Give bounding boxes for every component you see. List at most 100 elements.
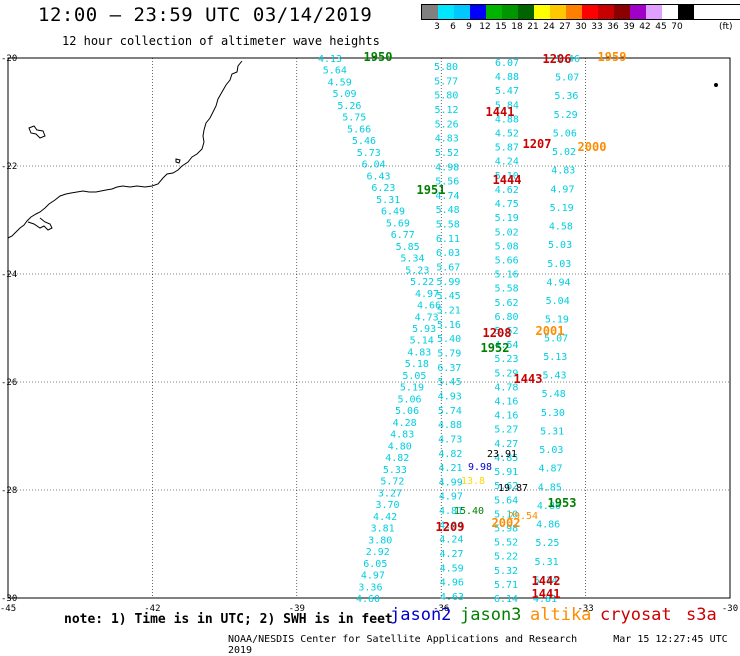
swh-value: 5.62 <box>495 298 519 309</box>
swh-value: 4.81 <box>439 506 463 517</box>
value-9-98: 9.98 <box>468 462 492 473</box>
swh-value: 4.52 <box>495 129 519 140</box>
time-2000: 2000 <box>578 140 607 154</box>
swh-value: 5.26 <box>337 101 361 112</box>
value-15-40: 15.40 <box>454 506 484 517</box>
time-2002: 2002 <box>492 516 521 530</box>
lon-axis-label: -30 <box>722 604 738 614</box>
island-dot <box>714 83 718 87</box>
swh-value: 5.19 <box>550 203 574 214</box>
swh-value: 5.56 <box>435 177 459 188</box>
swh-value: 4.81 <box>533 594 557 605</box>
time-1951: 1951 <box>417 183 446 197</box>
scale-tick-label: 9 <box>466 22 472 32</box>
swh-value: 6.80 <box>494 312 518 323</box>
scale-tick-label: 30 <box>575 22 587 32</box>
scale-cell <box>454 5 470 19</box>
swh-value: 5.85 <box>396 242 420 253</box>
axis-labels: -45 -42 -39 -36 -33 -30 -20 -22 -24 -26 -28 -30 <box>0 54 738 614</box>
swh-value: 5.99 <box>436 277 460 288</box>
swh-value: 5.45 <box>438 377 462 388</box>
lat-axis-label: -22 <box>1 162 17 172</box>
swh-value: 4.98 <box>435 162 459 173</box>
swh-value: 5.71 <box>494 580 518 591</box>
scale-cell <box>630 5 646 19</box>
swh-value: 5.33 <box>383 465 407 476</box>
scale-cell <box>502 5 518 19</box>
swh-value: 5.46 <box>556 54 580 65</box>
swh-value: 6.77 <box>391 230 415 241</box>
swh-value: 3.70 <box>375 500 399 511</box>
scale-cell <box>550 5 566 19</box>
swh-value: 5.08 <box>495 241 519 252</box>
coastline-path <box>7 60 243 239</box>
swh-value: 4.93 <box>438 391 462 402</box>
scale-cell <box>614 5 630 19</box>
scale-cell <box>470 5 486 19</box>
swh-value: 5.03 <box>539 445 563 456</box>
swh-value: 5.45 <box>437 291 461 302</box>
swh-value: 6.14 <box>494 594 518 605</box>
scale-tick-label: 6 <box>450 22 456 32</box>
swh-value: 4.97 <box>415 289 439 300</box>
time-1206: 1206 <box>543 52 572 66</box>
scale-tick-label: 45 <box>655 22 667 32</box>
swh-value: 4.86 <box>536 520 560 531</box>
grid-lines <box>8 58 730 598</box>
coastline <box>7 60 718 239</box>
swh-value: 4.94 <box>546 277 570 288</box>
swh-value: 5.48 <box>542 389 566 400</box>
swh-value: 4.73 <box>415 312 439 323</box>
track-d: 5.46 5.07 5.36 5.29 5.06 5.02 4.83 4.97 5.19 4.58… <box>533 54 580 605</box>
time-1953: 1953 <box>548 496 577 510</box>
swh-value: 4.74 <box>435 191 459 202</box>
swh-value: 5.05 <box>402 371 426 382</box>
swh-value: 3.36 <box>358 582 382 593</box>
swh-value: 5.52 <box>435 148 459 159</box>
scale-tick-label: 42 <box>639 22 651 32</box>
time-1441-bottom: 1441 <box>532 587 561 601</box>
value-23-91: 23.91 <box>487 449 517 460</box>
swh-value: 4.83 <box>407 347 431 358</box>
footer-credit: NOAA/NESDIS Center for Satellite Applica… <box>228 634 578 645</box>
swh-value: 6.37 <box>437 363 461 374</box>
swh-value: 4.16 <box>494 397 518 408</box>
time-1442: 1442 <box>532 574 561 588</box>
legend-altika: altika <box>530 605 592 625</box>
swh-value: 5.34 <box>400 254 424 265</box>
swh-value: 5.64 <box>494 495 518 506</box>
swh-value: 4.83 <box>435 134 459 145</box>
swh-value: 5.29 <box>554 110 578 121</box>
lon-axis-label: -36 <box>433 604 449 614</box>
value-29-54: 29.54 <box>508 511 538 522</box>
swh-value: 4.83 <box>390 430 414 441</box>
swh-value: 5.36 <box>554 91 578 102</box>
lat-axis-label: -26 <box>1 378 17 388</box>
scale-cell <box>422 5 438 19</box>
swh-value: 5.26 <box>435 119 459 130</box>
swh-value: 5.27 <box>494 425 518 436</box>
footer: NOAA/NESDIS Center for Satellite Applica… <box>228 634 740 656</box>
swh-value: 5.16 <box>495 270 519 281</box>
legend-jason2: jason2 <box>390 605 452 625</box>
swh-value: 5.10 <box>494 509 518 520</box>
swh-value: 4.13 <box>318 54 342 65</box>
page-title: 12:00 — 23:59 UTC 03/14/2019 <box>38 4 373 26</box>
map-border <box>7 57 731 599</box>
swh-value: 4.63 <box>440 592 464 603</box>
lon-axis-label: -45 <box>0 604 16 614</box>
legend-s3a: s3a <box>686 605 717 625</box>
pass-time-labels: 1950 1206 1959 1441 1207 2000 1444 1951 1208 2001… <box>364 50 627 601</box>
swh-value: 4.85 <box>494 453 518 464</box>
swh-value: 5.31 <box>540 426 564 437</box>
swh-value: 5.93 <box>412 324 436 335</box>
swh-value: 5.23 <box>494 354 518 365</box>
color-scale-ticks: 3 6 9 12 15 18 21 24 27 30 33 36 39 42 45 70 (ft) <box>421 20 740 34</box>
swh-value: 4.59 <box>328 77 352 88</box>
swh-value: 5.06 <box>395 406 419 417</box>
swh-value: 5.29 <box>494 368 518 379</box>
swh-value: 5.58 <box>495 284 519 295</box>
swh-value: 4.86 <box>537 501 561 512</box>
swh-value: 4.60 <box>356 594 380 605</box>
swh-value: 4.88 <box>495 72 519 83</box>
